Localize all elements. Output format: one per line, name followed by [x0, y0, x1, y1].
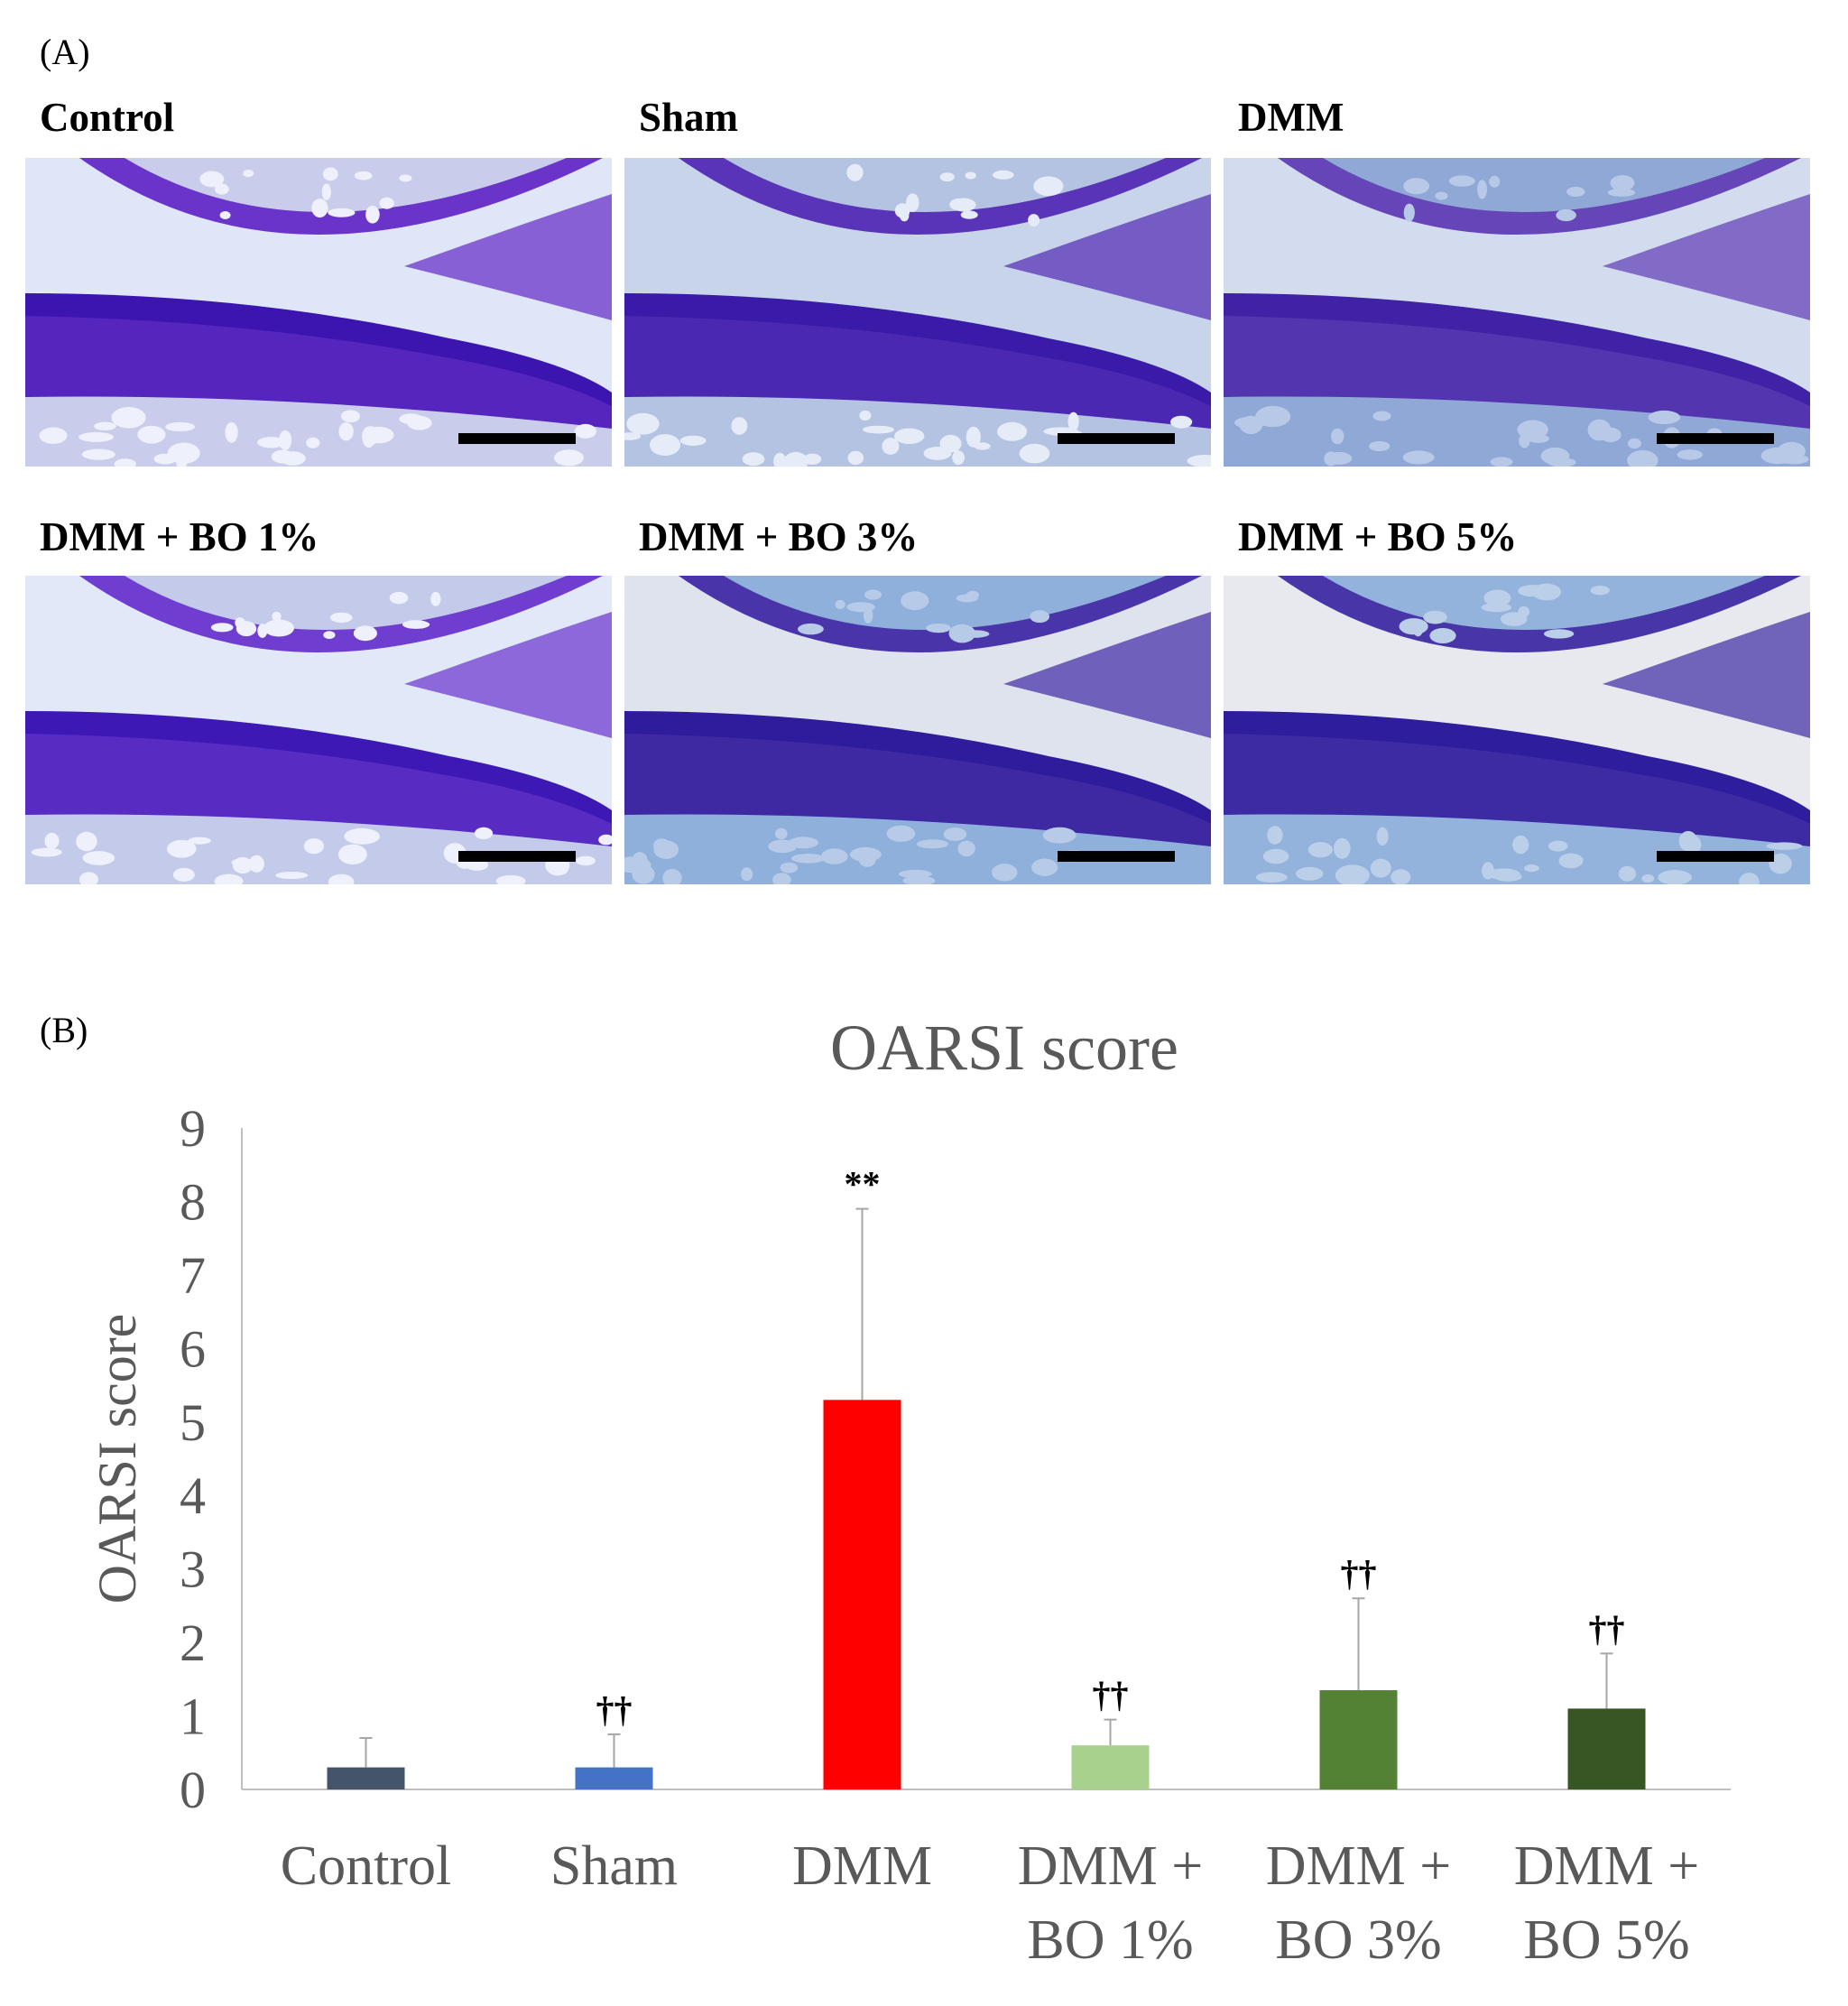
micrograph-label: DMM + BO 1% [40, 514, 319, 559]
scale-bar [458, 851, 576, 862]
bar [327, 1767, 405, 1789]
significance-marker: †† [1589, 1608, 1625, 1649]
micrograph-label: DMM + BO 5% [1238, 514, 1518, 559]
x-tick-label: BO 3% [1275, 1909, 1441, 1971]
y-tick-label: 3 [180, 1540, 206, 1599]
y-tick-label: 2 [180, 1613, 206, 1672]
significance-marker: †† [1341, 1553, 1377, 1594]
y-tick-label: 8 [180, 1172, 206, 1231]
y-tick-label: 0 [180, 1761, 206, 1819]
y-tick-label: 7 [180, 1246, 206, 1305]
bar [1071, 1745, 1150, 1789]
significance-marker: ** [845, 1164, 881, 1205]
histology-image [1224, 158, 1810, 467]
y-tick-label: 1 [180, 1687, 206, 1746]
bar [823, 1400, 901, 1789]
micrograph-label: DMM [1238, 95, 1344, 140]
y-axis-label: OARSI score [88, 1314, 147, 1604]
micrograph-label: DMM + BO 3% [639, 514, 919, 559]
bar [575, 1767, 653, 1789]
x-tick-label: DMM + [1266, 1835, 1452, 1897]
bar [1567, 1708, 1646, 1789]
y-tick-label: 6 [180, 1319, 206, 1378]
y-tick-label: 5 [180, 1393, 206, 1452]
histology-image [25, 158, 612, 467]
panel-b-label: (B) [40, 1010, 88, 1050]
histology-image [1224, 576, 1810, 884]
histology-image [25, 576, 612, 884]
oarsi-bar-chart: OARSI score OARSI score 0 1 2 3 4 5 6 7 8 9 Control †… [88, 1012, 1731, 1971]
scale-bar [1657, 433, 1774, 444]
histology-image [624, 158, 1211, 467]
x-tick-label: BO 5% [1523, 1909, 1689, 1971]
x-tick-label: Sham [550, 1835, 678, 1897]
scale-bar [1058, 851, 1175, 862]
significance-marker: †† [596, 1689, 633, 1730]
y-tick-label: 9 [180, 1099, 206, 1158]
significance-marker: †† [1093, 1675, 1129, 1715]
micrograph-label: Sham [639, 95, 739, 140]
x-tick-label: BO 1% [1027, 1909, 1193, 1971]
scale-bar [1657, 851, 1774, 862]
x-tick-label: DMM [792, 1835, 932, 1897]
micrograph-label: Control [40, 95, 175, 140]
bar [1319, 1690, 1398, 1789]
y-tick-label: 4 [180, 1466, 206, 1525]
x-tick-label: DMM + [1514, 1835, 1700, 1897]
scale-bar [1058, 433, 1175, 444]
x-tick-label: DMM + [1018, 1835, 1204, 1897]
scale-bar [458, 433, 576, 444]
panel-a-label: (A) [40, 32, 90, 72]
chart-title: OARSI score [830, 1012, 1178, 1084]
histology-image [624, 576, 1211, 884]
x-tick-label: Control [281, 1835, 451, 1897]
